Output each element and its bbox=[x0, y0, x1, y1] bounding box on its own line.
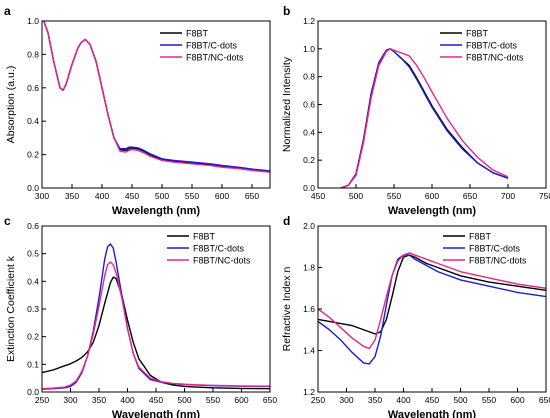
plot-frame-a bbox=[41, 20, 271, 189]
x-tick-label-a-3: 450 bbox=[125, 191, 139, 201]
y-axis-label-a: Absorption (a.u.) bbox=[5, 66, 17, 144]
x-tick-label-a-0: 300 bbox=[35, 191, 49, 201]
x-tick-label-a-2: 400 bbox=[95, 191, 109, 201]
y-axis-label-d: Refractive Index n bbox=[281, 267, 293, 352]
x-tick-label-d-8: 650 bbox=[539, 395, 550, 405]
x-tick-label-c-4: 450 bbox=[149, 395, 163, 405]
x-axis-label-b: Wavelength (nm) bbox=[388, 205, 477, 217]
y-tick-label-b-1: 0.2 bbox=[303, 155, 315, 165]
series-line-a-2 bbox=[43, 21, 270, 173]
y-tick-label-a-2: 0.4 bbox=[27, 116, 39, 126]
series-line-c-2 bbox=[42, 261, 270, 390]
y-tick-label-d-1: 1.4 bbox=[303, 346, 315, 356]
x-axis-label-c: Wavelength (nm) bbox=[112, 409, 201, 418]
y-tick-label-a-1: 0.2 bbox=[27, 150, 39, 160]
series-line-c-1 bbox=[42, 243, 270, 390]
x-tick-label-d-3: 400 bbox=[396, 395, 410, 405]
x-tick-label-a-7: 650 bbox=[245, 191, 259, 201]
x-tick-label-d-0: 250 bbox=[311, 395, 325, 405]
x-tick-label-c-7: 600 bbox=[234, 395, 248, 405]
legend-label-b-2: F8BT/NC-dots bbox=[466, 53, 524, 63]
y-tick-label-c-2: 0.2 bbox=[27, 332, 39, 342]
x-tick-label-d-6: 550 bbox=[482, 395, 496, 405]
x-axis-label-a: Wavelength (nm) bbox=[112, 205, 201, 217]
y-tick-label-a-3: 0.6 bbox=[27, 83, 39, 93]
y-tick-label-c-5: 0.5 bbox=[27, 249, 39, 259]
y-tick-label-b-6: 1.2 bbox=[303, 16, 315, 26]
y-tick-label-a-4: 0.8 bbox=[27, 49, 39, 59]
y-tick-label-c-1: 0.1 bbox=[27, 359, 39, 369]
x-tick-label-a-1: 350 bbox=[65, 191, 79, 201]
y-tick-label-b-5: 1.0 bbox=[303, 44, 315, 54]
x-tick-label-d-5: 500 bbox=[453, 395, 467, 405]
x-tick-label-c-8: 650 bbox=[263, 395, 277, 405]
y-tick-label-a-0: 0.0 bbox=[27, 183, 39, 193]
y-tick-label-d-3: 1.8 bbox=[303, 263, 315, 273]
y-tick-label-d-0: 1.2 bbox=[303, 387, 315, 397]
series-line-c-0 bbox=[42, 276, 270, 390]
x-tick-label-c-2: 350 bbox=[92, 395, 106, 405]
panel-label-b: b bbox=[283, 4, 290, 18]
x-tick-label-b-4: 650 bbox=[463, 191, 477, 201]
series-line-b-1 bbox=[340, 48, 509, 188]
series-line-b-2 bbox=[340, 48, 509, 188]
panel-label-a: a bbox=[4, 4, 11, 18]
x-tick-label-b-6: 750 bbox=[539, 191, 550, 201]
y-tick-label-d-2: 1.6 bbox=[303, 304, 315, 314]
legend-label-c-2: F8BT/NC-dots bbox=[193, 256, 251, 266]
legend-label-c-0: F8BT bbox=[193, 232, 216, 242]
x-tick-label-a-6: 600 bbox=[215, 191, 229, 201]
legend-label-b-0: F8BT bbox=[466, 29, 489, 39]
y-tick-label-b-3: 0.6 bbox=[303, 100, 315, 110]
legend-label-d-0: F8BT bbox=[469, 232, 492, 242]
legend-label-a-0: F8BT bbox=[186, 29, 209, 39]
y-tick-label-c-3: 0.3 bbox=[27, 304, 39, 314]
x-tick-label-b-0: 450 bbox=[311, 191, 325, 201]
y-tick-label-b-4: 0.8 bbox=[303, 72, 315, 82]
x-tick-label-d-4: 450 bbox=[425, 395, 439, 405]
x-tick-label-b-2: 550 bbox=[387, 191, 401, 201]
y-tick-label-b-2: 0.4 bbox=[303, 127, 315, 137]
x-tick-label-b-3: 600 bbox=[425, 191, 439, 201]
panel-d-chart: 250 300 350 400 450 500 550 600 650 1.2 1.4 1.6 1.8 2… bbox=[281, 221, 550, 418]
x-tick-label-c-1: 300 bbox=[63, 395, 77, 405]
y-tick-label-d-4: 2.0 bbox=[303, 221, 315, 231]
legend-label-d-2: F8BT/NC-dots bbox=[469, 256, 527, 266]
series-line-d-0 bbox=[318, 254, 546, 335]
legend-label-d-1: F8BT/C-dots bbox=[469, 244, 521, 254]
y-axis-label-b: Normalized Intensity bbox=[281, 56, 293, 152]
y-tick-label-c-6: 0.6 bbox=[27, 221, 39, 231]
y-tick-label-c-4: 0.4 bbox=[27, 276, 39, 286]
x-tick-label-d-7: 600 bbox=[510, 395, 524, 405]
x-tick-label-d-1: 300 bbox=[339, 395, 353, 405]
legend-label-c-1: F8BT/C-dots bbox=[193, 244, 245, 254]
legend-label-b-1: F8BT/C-dots bbox=[466, 41, 518, 51]
y-axis-label-c: Extinction Coefficient k bbox=[5, 255, 17, 362]
y-tick-label-c-0: 0.0 bbox=[27, 387, 39, 397]
x-tick-label-b-1: 500 bbox=[349, 191, 363, 201]
y-tick-label-b-0: 0.0 bbox=[303, 183, 315, 193]
legend-label-a-1: F8BT/C-dots bbox=[186, 41, 238, 51]
panel-a-chart: 300 350 400 450 500 550 600 650 0.0 0.2 0.4 0.6 0.8 1… bbox=[5, 16, 271, 217]
x-tick-label-c-3: 400 bbox=[120, 395, 134, 405]
x-tick-label-c-5: 500 bbox=[177, 395, 191, 405]
x-tick-label-d-2: 350 bbox=[368, 395, 382, 405]
series-line-d-1 bbox=[318, 254, 546, 365]
panel-label-c: c bbox=[4, 214, 11, 228]
y-tick-label-a-5: 1.0 bbox=[27, 16, 39, 26]
x-tick-label-c-0: 250 bbox=[35, 395, 49, 405]
x-tick-label-a-4: 500 bbox=[155, 191, 169, 201]
legend-label-a-2: F8BT/NC-dots bbox=[186, 53, 244, 63]
panel-b-chart: 450 500 550 600 650 700 750 0.0 0.2 0.4 0.6 0.8 1.0 1… bbox=[281, 16, 550, 217]
panel-label-d: d bbox=[283, 214, 290, 228]
x-tick-label-b-5: 700 bbox=[501, 191, 515, 201]
x-tick-label-c-6: 550 bbox=[206, 395, 220, 405]
panel-c-chart: 250 300 350 400 450 500 550 600 650 0.0 0.1 0.2 0.3 0… bbox=[5, 221, 277, 418]
x-axis-label-d: Wavelength (nm) bbox=[388, 409, 477, 418]
x-tick-label-a-5: 550 bbox=[185, 191, 199, 201]
series-line-d-2 bbox=[318, 252, 546, 350]
